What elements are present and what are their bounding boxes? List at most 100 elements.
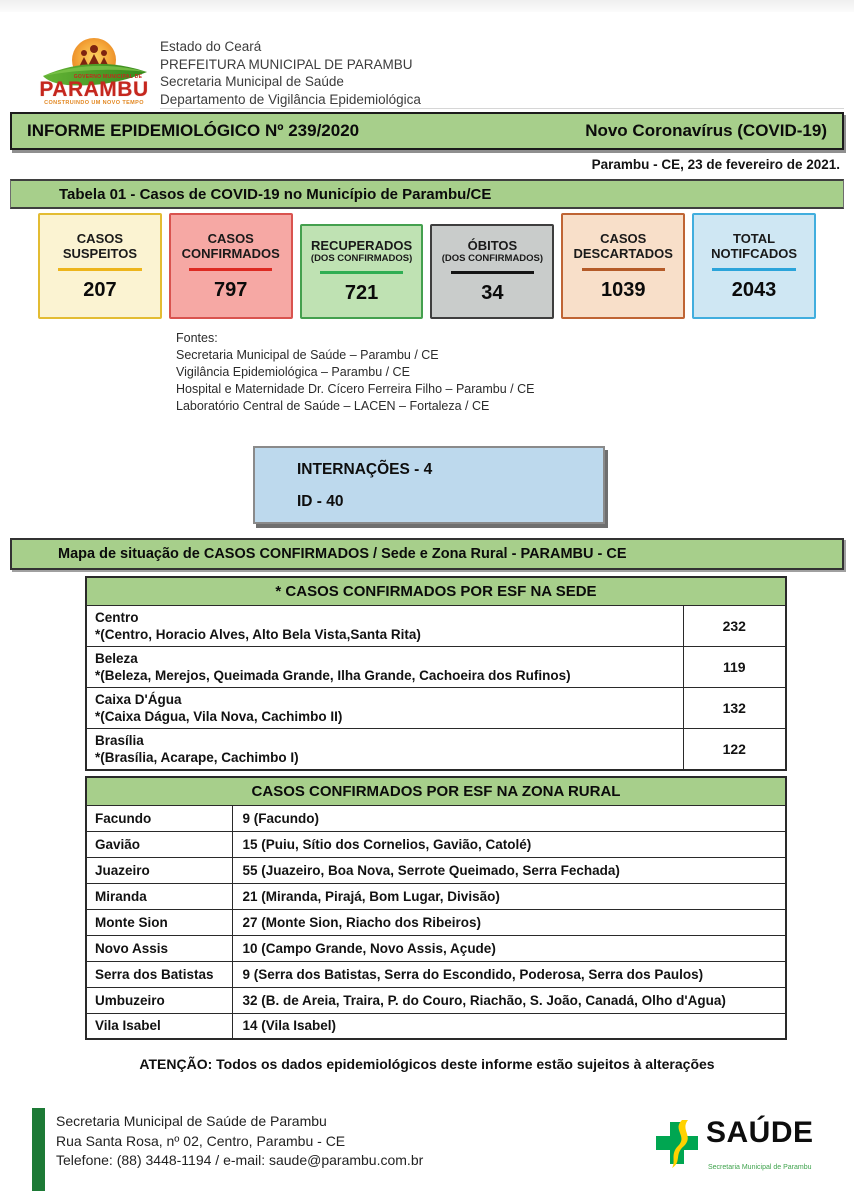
stat-divider — [581, 267, 665, 271]
stat-value: 721 — [344, 282, 379, 304]
emblem-slogan: CONSTRUINDO UM NOVO TEMPO — [44, 100, 144, 106]
sede-table-header: * CASOS CONFIRMADOS POR ESF NA SEDE — [85, 576, 787, 606]
source-line: Secretaria Municipal de Saúde – Parambu … — [176, 348, 439, 362]
stat-value: 2043 — [731, 278, 777, 301]
esf-name: Vila Isabel — [85, 1012, 233, 1040]
stat-divider — [319, 271, 404, 274]
footer-org-name: Secretaria Municipal de Saúde de Parambu — [56, 1113, 327, 1129]
report-number-title: INFORME EPIDEMIOLÓGICO Nº 239/2020 — [27, 121, 360, 140]
stat-box-casos-suspeitos: CASOS SUSPEITOS 207 — [38, 213, 162, 319]
esf-case-count: 232 — [682, 604, 787, 647]
footer-contact-block: Secretaria Municipal de Saúde de Parambu… — [56, 1112, 423, 1171]
table-row: Gavião 15 (Puiu, Sítio dos Cornelios, Ga… — [85, 830, 787, 858]
table-row: Beleza *(Beleza, Merejos, Queimada Grand… — [85, 645, 787, 688]
table-row: Facundo 9 (Facundo) — [85, 804, 787, 832]
parambu-emblem-icon — [43, 38, 147, 86]
esf-name: Umbuzeiro — [85, 986, 233, 1014]
stat-divider — [712, 267, 796, 271]
esf-localities: *(Caixa Dágua, Vila Nova, Cachimbo II) — [95, 708, 343, 724]
stat-value: 1039 — [600, 278, 646, 301]
institution-header: Estado do Ceará PREFEITURA MUNICIPAL DE … — [160, 38, 680, 108]
esf-cases-detail: 27 (Monte Sion, Riacho dos Ribeiros) — [231, 908, 787, 936]
stat-sublabel: (DOS CONFIRMADOS) — [441, 253, 544, 264]
header-divider — [160, 108, 844, 109]
esf-cases-detail: 15 (Puiu, Sítio dos Cornelios, Gavião, C… — [231, 830, 787, 858]
esf-name: Miranda — [85, 882, 233, 910]
stat-divider — [58, 267, 142, 271]
parambu-logo: GOVERNO MUNICIPAL DE PARAMBU CONSTRUINDO… — [33, 36, 155, 114]
esf-case-count: 132 — [682, 686, 787, 729]
rural-table-header: CASOS CONFIRMADOS POR ESF NA ZONA RURAL — [85, 776, 787, 806]
esf-cases-detail: 14 (Vila Isabel) — [231, 1012, 787, 1040]
report-title-bar: INFORME EPIDEMIOLÓGICO Nº 239/2020 Novo … — [10, 112, 844, 150]
stat-box-casos-descartados: CASOS DESCARTADOS 1039 — [561, 213, 686, 319]
esf-name: Juazeiro — [85, 856, 233, 884]
stat-value: 797 — [214, 278, 248, 301]
stat-label: CASOS CONFIRMADOS — [181, 230, 280, 261]
table-row: Miranda 21 (Miranda, Pirajá, Bom Lugar, … — [85, 882, 787, 910]
esf-cases-detail: 55 (Juazeiro, Boa Nova, Serrote Queimado… — [231, 856, 787, 884]
sources-block: Fontes: Secretaria Municipal de Saúde – … — [176, 330, 534, 415]
stat-value: 207 — [83, 278, 117, 301]
esf-name: Centro — [95, 609, 139, 625]
id-count: ID - 40 — [297, 493, 344, 510]
esf-case-count: 122 — [682, 727, 787, 770]
saude-logo-subtext: Secretaria Municipal de Parambu — [708, 1164, 812, 1171]
header-line-secretaria: Secretaria Municipal de Saúde — [160, 74, 344, 89]
esf-cases-detail: 9 (Facundo) — [231, 804, 787, 832]
emblem-gov-text: GOVERNO MUNICIPAL DE — [73, 74, 143, 80]
header-line-state: Estado do Ceará — [160, 39, 262, 54]
table-row: Juazeiro 55 (Juazeiro, Boa Nova, Serrote… — [85, 856, 787, 884]
scan-artifact-strip — [0, 0, 854, 12]
report-date: Parambu - CE, 23 de fevereiro de 2021. — [591, 157, 840, 172]
esf-cases-detail: 32 (B. de Areia, Traira, P. do Couro, Ri… — [231, 986, 787, 1014]
report-subject-title: Novo Coronavírus (COVID-19) — [585, 121, 827, 140]
esf-cases-detail: 10 (Campo Grande, Novo Assis, Açude) — [231, 934, 787, 962]
esf-name: Monte Sion — [85, 908, 233, 936]
esf-localities: *(Brasília, Acarape, Cachimbo I) — [95, 749, 299, 765]
stat-box-recuperados: RECUPERADOS (DOS CONFIRMADOS) 721 — [299, 224, 424, 319]
rural-cases-table: CASOS CONFIRMADOS POR ESF NA ZONA RURAL … — [85, 776, 787, 1040]
disclaimer-note: ATENÇÃO: Todos os dados epidemiológicos … — [139, 1056, 715, 1072]
esf-localities: *(Centro, Horacio Alves, Alto Bela Vista… — [95, 626, 421, 642]
esf-name: Beleza — [95, 650, 138, 666]
footer-address: Rua Santa Rosa, nº 02, Centro, Parambu -… — [56, 1132, 346, 1149]
stat-label: CASOS DESCARTADOS — [573, 230, 673, 261]
stat-label: RECUPERADOS — [311, 238, 413, 253]
esf-case-count: 119 — [682, 645, 787, 688]
table-row: Brasília *(Brasília, Acarape, Cachimbo I… — [85, 727, 787, 770]
internacoes-box: INTERNAÇÕES - 4 ID - 40 — [253, 446, 605, 524]
esf-localities: *(Beleza, Merejos, Queimada Grande, Ilha… — [95, 667, 571, 683]
table-row: Vila Isabel 14 (Vila Isabel) — [85, 1012, 787, 1040]
sources-title: Fontes: — [176, 331, 218, 345]
header-line-prefeitura: PREFEITURA MUNICIPAL DE PARAMBU — [160, 56, 413, 72]
table-row: Umbuzeiro 32 (B. de Areia, Traira, P. do… — [85, 986, 787, 1014]
saude-wordmark: SAÚDE — [706, 1116, 814, 1149]
esf-name: Brasília — [95, 732, 144, 748]
esf-name: Facundo — [85, 804, 233, 832]
table01-caption-bar: Tabela 01 - Casos de COVID-19 no Municíp… — [10, 179, 844, 209]
stat-label: CASOS SUSPEITOS — [62, 230, 137, 261]
covid-stats-row: CASOS SUSPEITOS 207 CASOS CONFIRMADOS 79… — [38, 213, 816, 323]
stat-divider — [189, 267, 273, 271]
esf-name: Caixa D'Água — [95, 691, 182, 707]
stat-value: 34 — [481, 282, 504, 304]
saude-cross-icon — [656, 1120, 698, 1168]
stat-box-casos-confirmados: CASOS CONFIRMADOS 797 — [168, 213, 293, 319]
internacoes-count: INTERNAÇÕES - 4 — [297, 461, 433, 478]
table-row: Centro *(Centro, Horacio Alves, Alto Bel… — [85, 604, 787, 647]
stat-label: ÓBITOS — [467, 238, 518, 253]
stat-box-obitos: ÓBITOS (DOS CONFIRMADOS) 34 — [430, 224, 555, 319]
table-row: Serra dos Batistas 9 (Serra dos Batistas… — [85, 960, 787, 988]
stat-box-total-notificados: TOTAL NOTIFCADOS 2043 — [692, 213, 816, 319]
footer-accent-bar — [32, 1108, 45, 1191]
table-row: Caixa D'Água *(Caixa Dágua, Vila Nova, C… — [85, 686, 787, 729]
esf-name: Serra dos Batistas — [85, 960, 233, 988]
source-line: Hospital e Maternidade Dr. Cícero Ferrei… — [176, 382, 535, 396]
sede-cases-table: * CASOS CONFIRMADOS POR ESF NA SEDE Cent… — [85, 576, 787, 771]
header-line-departamento: Departamento de Vigilância Epidemiológic… — [160, 91, 421, 107]
esf-cases-detail: 21 (Miranda, Pirajá, Bom Lugar, Divisão) — [231, 882, 787, 910]
map-section-caption-bar: Mapa de situação de CASOS CONFIRMADOS / … — [10, 538, 844, 570]
saude-logo: SAÚDE Secretaria Municipal de Parambu — [652, 1118, 822, 1171]
emblem-name: PARAMBU — [39, 78, 149, 101]
